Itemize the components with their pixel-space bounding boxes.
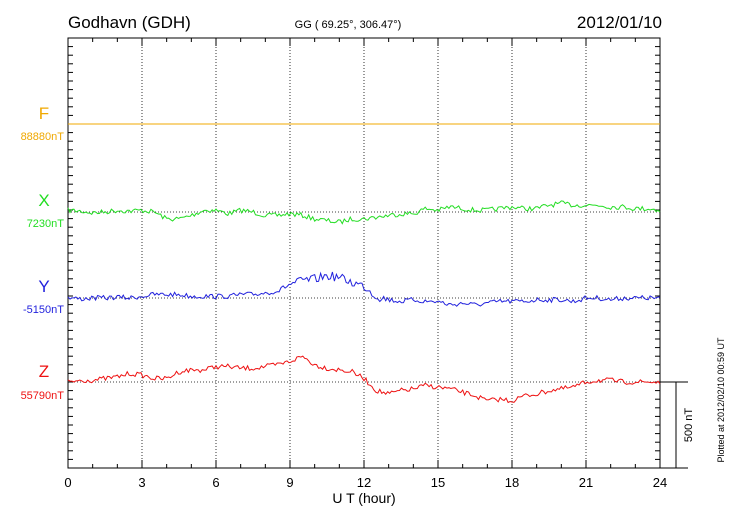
date-label: 2012/01/10 — [577, 13, 662, 32]
x-tick-label-18: 18 — [505, 475, 519, 490]
series-baseline-x: 7230nT — [27, 218, 65, 230]
scale-bar-label: 500 nT — [683, 408, 695, 443]
plotted-timestamp: Plotted at 2012/02/10 00:59 UT — [716, 337, 726, 463]
x-tick-label-3: 3 — [138, 475, 145, 490]
x-tick-label-9: 9 — [286, 475, 293, 490]
x-tick-label-15: 15 — [431, 475, 445, 490]
station-title: Godhavn (GDH) — [68, 13, 191, 32]
x-tick-label-0: 0 — [64, 475, 71, 490]
trace-x — [67, 200, 661, 225]
series-name-f: F — [39, 104, 49, 123]
x-tick-label-21: 21 — [579, 475, 593, 490]
series-baseline-y: -5150nT — [23, 304, 64, 316]
x-tick-label-12: 12 — [357, 475, 371, 490]
baselines — [68, 123, 660, 383]
scale-bar: 500 nT — [660, 381, 695, 469]
trace-y — [67, 271, 661, 307]
x-tick-label-24: 24 — [653, 475, 667, 490]
series-name-x: X — [38, 191, 49, 210]
series-baseline-f: 88880nT — [21, 131, 65, 143]
x-tick-label-6: 6 — [212, 475, 219, 490]
series-name-y: Y — [38, 277, 49, 296]
grid — [141, 38, 587, 468]
plot-frame — [67, 37, 661, 469]
x-axis-label: U T (hour) — [332, 490, 395, 506]
traces — [67, 123, 661, 404]
trace-z — [67, 355, 661, 404]
series-name-z: Z — [39, 362, 49, 381]
station-coordinates: GG ( 69.25°, 306.47°) — [295, 19, 402, 31]
axis-ticks — [67, 37, 661, 468]
series-labels: F 88880nT X 7230nT Y -5150nT Z 55790nT — [21, 104, 65, 402]
x-tick-labels: 0 3 6 9 12 15 18 21 24 — [64, 475, 667, 490]
series-baseline-z: 55790nT — [21, 390, 65, 402]
